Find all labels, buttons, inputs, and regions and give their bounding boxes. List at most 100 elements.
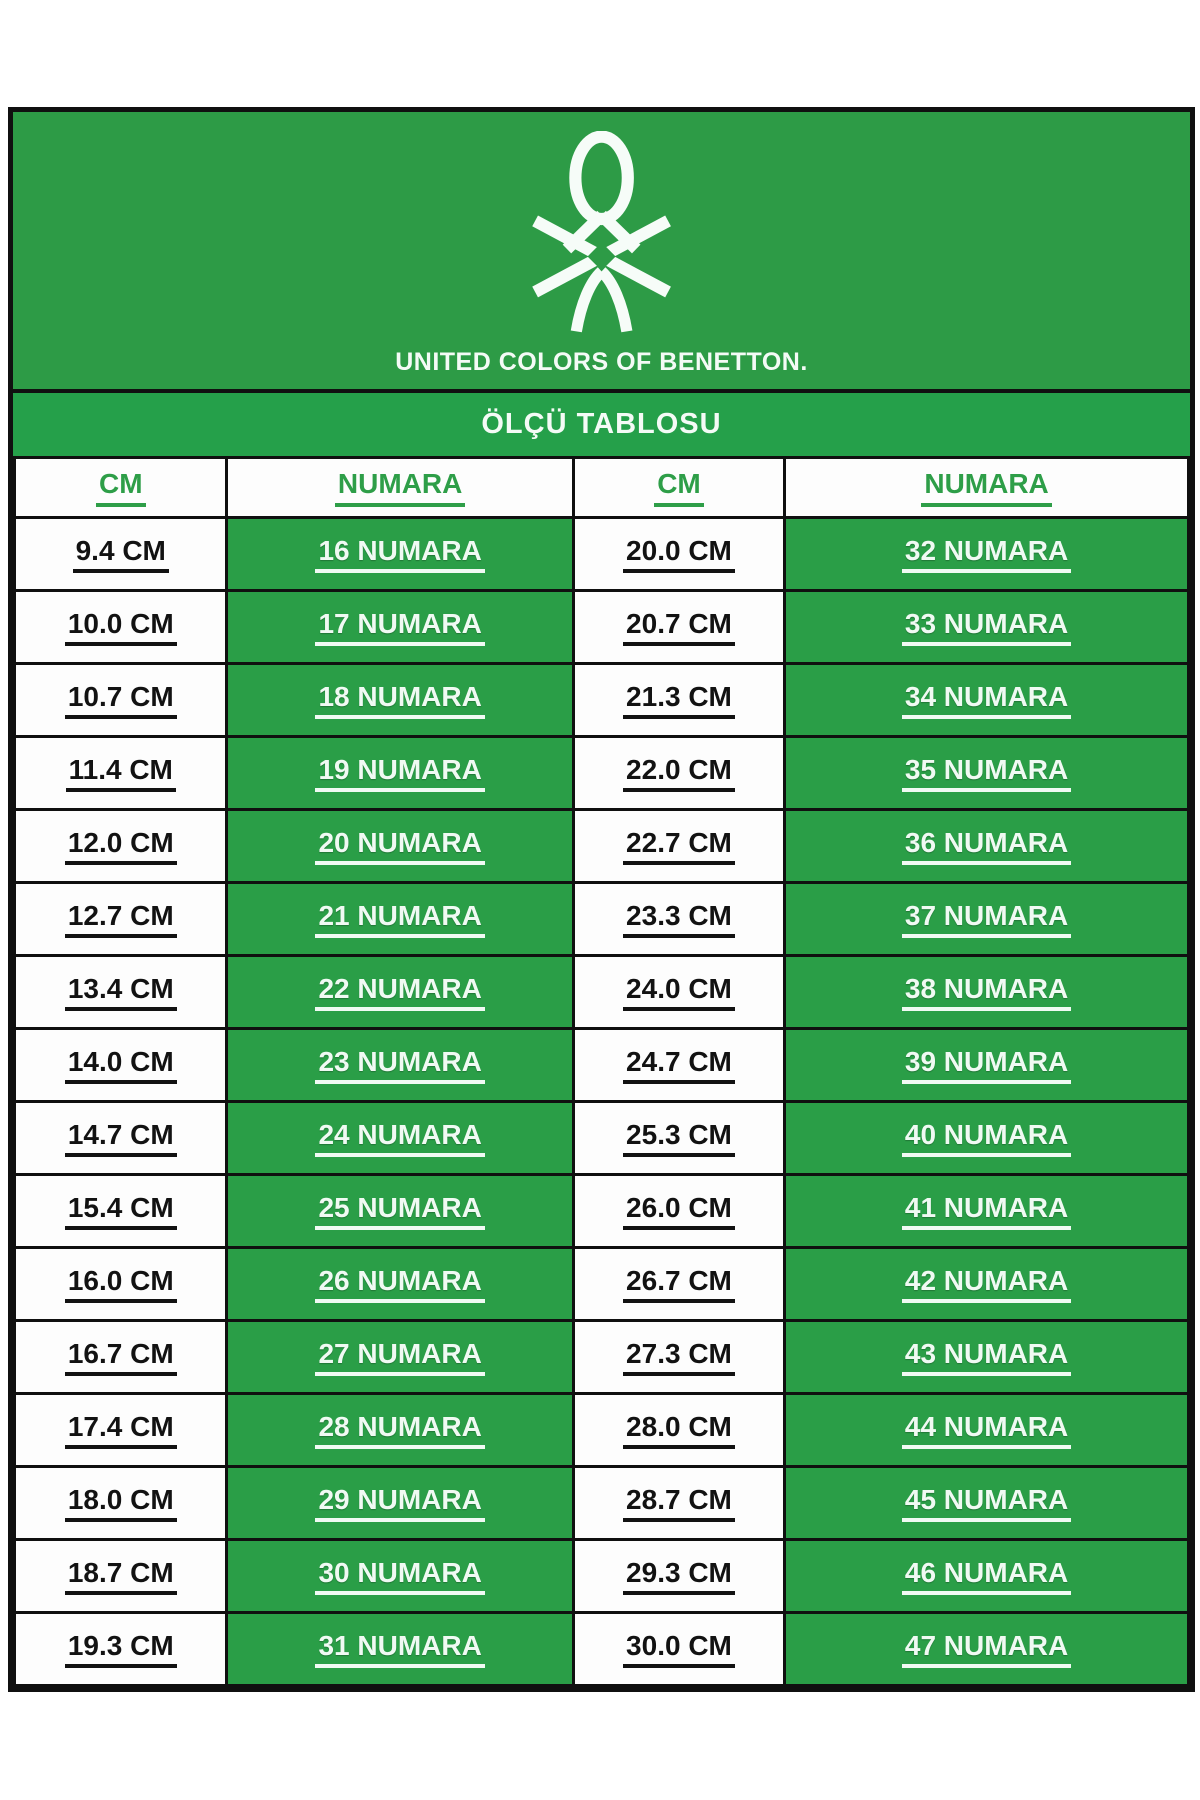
cell-text: 47 NUMARA	[901, 1630, 1072, 1669]
cell-text: 25.3 CM	[623, 1119, 735, 1158]
column-header-numara-right: NUMARA	[783, 456, 1190, 519]
numara-cell: 42 NUMARA	[783, 1246, 1190, 1322]
table-row: 16.0 CM 26 NUMARA 26.7 CM 42 NUMARA	[12, 1246, 1190, 1322]
size-chart-card: UNITED COLORS OF BENETTON. ÖLÇÜ TABLOSU …	[8, 107, 1195, 1692]
cm-cell: 22.0 CM	[571, 735, 787, 811]
cell-text: 39 NUMARA	[901, 1046, 1072, 1085]
numara-cell: 25 NUMARA	[225, 1173, 575, 1249]
cell-text: 46 NUMARA	[901, 1557, 1072, 1596]
cell-text: 10.7 CM	[64, 681, 177, 720]
numara-cell: 29 NUMARA	[225, 1465, 575, 1541]
cell-text: 40 NUMARA	[901, 1119, 1072, 1158]
cm-cell: 27.3 CM	[571, 1319, 787, 1395]
brand-header: UNITED COLORS OF BENETTON.	[13, 112, 1190, 389]
table-row: 12.0 CM 20 NUMARA 22.7 CM 36 NUMARA	[12, 808, 1190, 884]
cell-text: 17.4 CM	[64, 1411, 177, 1450]
cell-text: 38 NUMARA	[901, 973, 1072, 1012]
cm-cell: 12.7 CM	[12, 881, 229, 957]
column-header-cm-right: CM	[571, 456, 787, 519]
numara-cell: 28 NUMARA	[225, 1392, 575, 1468]
cell-text: 29 NUMARA	[315, 1484, 485, 1523]
cell-text: 24 NUMARA	[315, 1119, 485, 1158]
cm-cell: 30.0 CM	[571, 1611, 787, 1687]
numara-cell: 39 NUMARA	[783, 1027, 1190, 1103]
cm-cell: 28.0 CM	[571, 1392, 787, 1468]
cm-cell: 15.4 CM	[12, 1173, 229, 1249]
cm-cell: 22.7 CM	[571, 808, 787, 884]
cell-text: 27 NUMARA	[315, 1338, 485, 1377]
cell-text: 37 NUMARA	[901, 900, 1072, 939]
cell-text: 33 NUMARA	[901, 608, 1072, 647]
cm-cell: 18.7 CM	[12, 1538, 229, 1614]
cell-text: 15.4 CM	[64, 1192, 177, 1231]
cm-cell: 25.3 CM	[571, 1100, 787, 1176]
cell-text: 11.4 CM	[65, 754, 176, 793]
table-row: 10.7 CM 18 NUMARA 21.3 CM 34 NUMARA	[12, 662, 1190, 738]
cell-text: 22.0 CM	[623, 754, 735, 793]
cell-text: 25 NUMARA	[315, 1192, 485, 1231]
numara-cell: 46 NUMARA	[783, 1538, 1190, 1614]
cell-text: 28.7 CM	[623, 1484, 735, 1523]
cell-text: 30.0 CM	[623, 1630, 735, 1669]
column-header-cm-left: CM	[12, 456, 229, 519]
column-header-numara-left: NUMARA	[225, 456, 575, 519]
cell-text: 43 NUMARA	[901, 1338, 1072, 1377]
cell-text: 41 NUMARA	[901, 1192, 1072, 1231]
cm-cell: 13.4 CM	[12, 954, 229, 1030]
table-row: 15.4 CM 25 NUMARA 26.0 CM 41 NUMARA	[12, 1173, 1190, 1249]
size-table: CM NUMARA CM NUMARA 9.4 CM 16 NUMARA 20.0 …	[12, 456, 1190, 1687]
numara-cell: 26 NUMARA	[225, 1246, 575, 1322]
cm-cell: 18.0 CM	[12, 1465, 229, 1541]
numara-cell: 21 NUMARA	[225, 881, 575, 957]
cell-text: 23 NUMARA	[315, 1046, 485, 1085]
numara-cell: 32 NUMARA	[783, 516, 1190, 592]
cell-text: 26.0 CM	[623, 1192, 735, 1231]
cm-cell: 20.7 CM	[571, 589, 787, 665]
numara-cell: 30 NUMARA	[225, 1538, 575, 1614]
cell-text: 28 NUMARA	[315, 1411, 485, 1450]
cm-cell: 14.0 CM	[12, 1027, 229, 1103]
table-row: 13.4 CM 22 NUMARA 24.0 CM 38 NUMARA	[12, 954, 1190, 1030]
cell-text: 12.0 CM	[64, 827, 177, 866]
cell-text: 30 NUMARA	[315, 1557, 485, 1596]
numara-cell: 35 NUMARA	[783, 735, 1190, 811]
table-row: 14.7 CM 24 NUMARA 25.3 CM 40 NUMARA	[12, 1100, 1190, 1176]
benetton-knot-icon	[532, 131, 671, 333]
cm-cell: 24.7 CM	[571, 1027, 787, 1103]
numara-cell: 47 NUMARA	[783, 1611, 1190, 1687]
cm-cell: 14.7 CM	[12, 1100, 229, 1176]
cell-text: 9.4 CM	[72, 535, 169, 574]
cell-text: 16.7 CM	[64, 1338, 177, 1377]
size-table-head: CM NUMARA CM NUMARA	[12, 456, 1190, 519]
cell-text: 18.7 CM	[64, 1557, 177, 1596]
cell-text: 13.4 CM	[64, 973, 177, 1012]
cell-text: 19.3 CM	[64, 1630, 177, 1669]
cell-text: 18 NUMARA	[315, 681, 485, 720]
numara-cell: 18 NUMARA	[225, 662, 575, 738]
cm-cell: 12.0 CM	[12, 808, 229, 884]
numara-cell: 19 NUMARA	[225, 735, 575, 811]
cell-text: 21.3 CM	[623, 681, 735, 720]
cm-cell: 21.3 CM	[571, 662, 787, 738]
cm-cell: 16.0 CM	[12, 1246, 229, 1322]
cell-text: 14.0 CM	[64, 1046, 177, 1085]
numara-cell: 20 NUMARA	[225, 808, 575, 884]
cm-cell: 26.7 CM	[571, 1246, 787, 1322]
cm-cell: 24.0 CM	[571, 954, 787, 1030]
cell-text: 10.0 CM	[64, 608, 177, 647]
numara-cell: 44 NUMARA	[783, 1392, 1190, 1468]
cell-text: 34 NUMARA	[901, 681, 1072, 720]
numara-cell: 37 NUMARA	[783, 881, 1190, 957]
numara-cell: 43 NUMARA	[783, 1319, 1190, 1395]
cell-text: 35 NUMARA	[901, 754, 1072, 793]
numara-cell: 31 NUMARA	[225, 1611, 575, 1687]
size-table-banner: ÖLÇÜ TABLOSU	[13, 389, 1190, 456]
cell-text: 22.7 CM	[623, 827, 735, 866]
table-row: 18.7 CM 30 NUMARA 29.3 CM 46 NUMARA	[12, 1538, 1190, 1614]
cm-cell: 9.4 CM	[12, 516, 229, 592]
table-row: 10.0 CM 17 NUMARA 20.7 CM 33 NUMARA	[12, 589, 1190, 665]
table-row: 17.4 CM 28 NUMARA 28.0 CM 44 NUMARA	[12, 1392, 1190, 1468]
cell-text: 17 NUMARA	[315, 608, 485, 647]
numara-cell: 33 NUMARA	[783, 589, 1190, 665]
